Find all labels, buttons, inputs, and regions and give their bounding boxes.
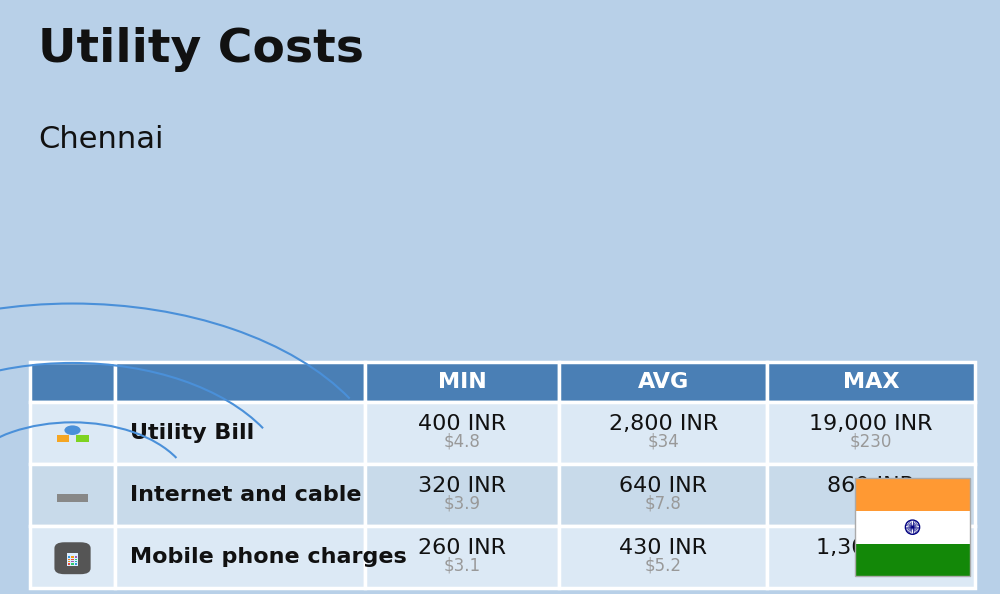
FancyBboxPatch shape (30, 402, 115, 464)
FancyBboxPatch shape (115, 362, 365, 402)
Text: 19,000 INR: 19,000 INR (809, 414, 933, 434)
Bar (57, 494, 88, 501)
Text: 860 INR: 860 INR (827, 476, 915, 496)
FancyBboxPatch shape (30, 526, 115, 588)
Text: $4.8: $4.8 (444, 432, 481, 451)
Bar (68, 561, 70, 563)
Bar (76, 435, 89, 442)
Text: Utility Costs: Utility Costs (38, 27, 364, 72)
Text: 320 INR: 320 INR (418, 476, 506, 496)
Text: $7.8: $7.8 (645, 495, 682, 513)
FancyBboxPatch shape (855, 544, 970, 576)
FancyBboxPatch shape (855, 478, 970, 511)
Text: 1,300 INR: 1,300 INR (816, 538, 926, 558)
FancyBboxPatch shape (767, 526, 975, 588)
FancyBboxPatch shape (559, 402, 767, 464)
FancyBboxPatch shape (365, 402, 559, 464)
FancyBboxPatch shape (115, 402, 365, 464)
Text: Mobile phone charges: Mobile phone charges (130, 547, 407, 567)
Text: MAX: MAX (843, 372, 899, 392)
FancyBboxPatch shape (115, 526, 365, 588)
FancyBboxPatch shape (559, 526, 767, 588)
Text: 430 INR: 430 INR (619, 538, 707, 558)
FancyBboxPatch shape (767, 464, 975, 526)
Text: $34: $34 (647, 432, 679, 451)
FancyBboxPatch shape (54, 542, 91, 574)
FancyBboxPatch shape (365, 464, 559, 526)
FancyBboxPatch shape (767, 362, 975, 402)
Bar (71, 558, 74, 560)
FancyBboxPatch shape (855, 511, 970, 544)
Text: 2,800 INR: 2,800 INR (609, 414, 718, 434)
Text: AVG: AVG (638, 372, 689, 392)
Text: 260 INR: 260 INR (418, 538, 506, 558)
Bar (71, 563, 74, 564)
Text: $16: $16 (855, 557, 887, 575)
Text: $230: $230 (850, 432, 892, 451)
Bar (68, 557, 70, 558)
Text: 400 INR: 400 INR (418, 414, 506, 434)
Text: 640 INR: 640 INR (619, 476, 707, 496)
Bar (68, 558, 70, 560)
Bar (75, 561, 77, 563)
FancyBboxPatch shape (559, 362, 767, 402)
Bar (67, 553, 78, 565)
FancyBboxPatch shape (559, 464, 767, 526)
Circle shape (64, 425, 81, 435)
FancyBboxPatch shape (767, 402, 975, 464)
FancyBboxPatch shape (30, 362, 115, 402)
Bar (75, 558, 77, 560)
Text: $3.1: $3.1 (444, 557, 481, 575)
Bar (71, 561, 74, 563)
Text: $5.2: $5.2 (645, 557, 682, 575)
FancyBboxPatch shape (365, 362, 559, 402)
Text: $10: $10 (855, 495, 887, 513)
FancyBboxPatch shape (30, 464, 115, 526)
Bar (68, 563, 70, 564)
FancyBboxPatch shape (365, 526, 559, 588)
Text: Utility Bill: Utility Bill (130, 423, 254, 443)
Text: $3.9: $3.9 (444, 495, 481, 513)
Text: MIN: MIN (438, 372, 487, 392)
Bar (57, 435, 69, 442)
Bar (75, 557, 77, 558)
Bar (71, 557, 74, 558)
FancyBboxPatch shape (115, 464, 365, 526)
Text: Chennai: Chennai (38, 125, 164, 154)
Bar (75, 563, 77, 564)
Text: Internet and cable: Internet and cable (130, 485, 362, 505)
